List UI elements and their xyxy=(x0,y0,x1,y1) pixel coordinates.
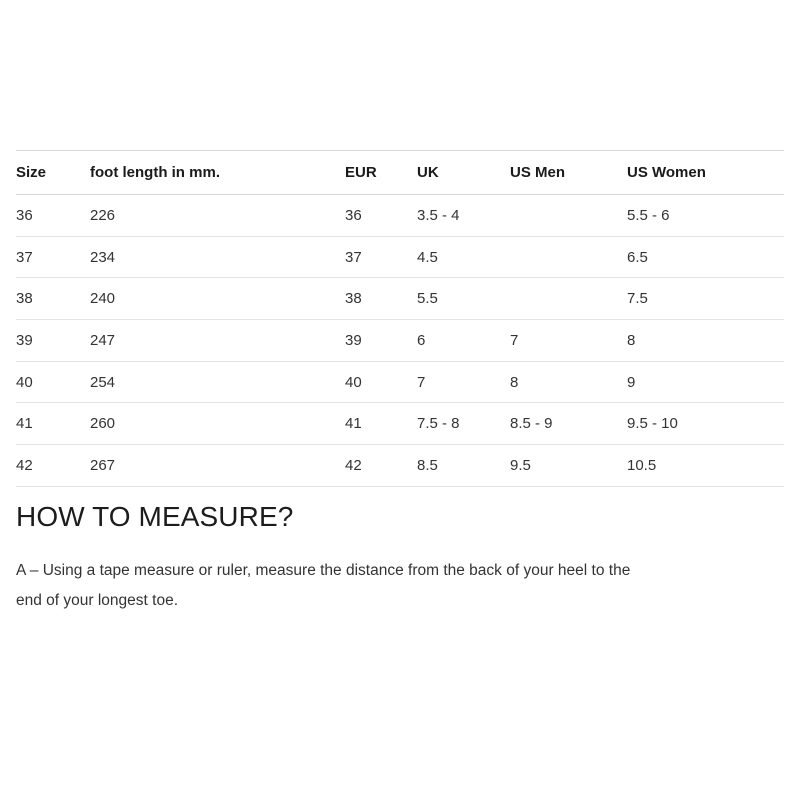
cell-foot-length: 247 xyxy=(90,319,345,362)
cell-size: 39 xyxy=(16,319,90,362)
paragraph-line: end of your longest toe. xyxy=(16,592,179,609)
cell-foot-length: 226 xyxy=(90,194,345,237)
cell-size: 38 xyxy=(16,277,90,321)
cell-size: 40 xyxy=(16,361,90,404)
table-row: 40 254 40 7 8 9 xyxy=(16,361,784,404)
table-row: 39 247 39 6 7 8 xyxy=(16,319,784,362)
cell-eur: 41 xyxy=(345,402,417,446)
table-row: 37 234 37 4.5 6.5 xyxy=(16,236,784,279)
size-chart-table: Size foot length in mm. EUR UK US Men US… xyxy=(16,150,784,487)
cell-us-women: 5.5 - 6 xyxy=(627,194,784,237)
table-header-row: Size foot length in mm. EUR UK US Men US… xyxy=(16,150,784,195)
cell-us-women: 7.5 xyxy=(627,277,784,321)
table-row: 42 267 42 8.5 9.5 10.5 xyxy=(16,444,784,487)
cell-us-men xyxy=(510,236,627,279)
paragraph-line: A – Using a tape measure or ruler, measu… xyxy=(16,562,631,579)
how-to-measure-heading: HOW TO MEASURE? xyxy=(16,501,294,532)
cell-uk: 7.5 - 8 xyxy=(417,402,510,446)
cell-uk: 8.5 xyxy=(417,444,510,487)
cell-us-men: 8 xyxy=(510,361,627,404)
cell-size: 42 xyxy=(16,444,90,487)
cell-uk: 5.5 xyxy=(417,277,510,321)
column-header-us-men: US Men xyxy=(510,150,627,195)
table-row: 41 260 41 7.5 - 8 8.5 - 9 9.5 - 10 xyxy=(16,402,784,446)
cell-foot-length: 234 xyxy=(90,236,345,279)
column-header-foot-length: foot length in mm. xyxy=(90,150,345,195)
cell-size: 36 xyxy=(16,194,90,237)
cell-us-men: 7 xyxy=(510,319,627,362)
cell-uk: 6 xyxy=(417,319,510,362)
cell-foot-length: 240 xyxy=(90,277,345,321)
cell-eur: 38 xyxy=(345,277,417,321)
cell-foot-length: 260 xyxy=(90,402,345,446)
table-row: 36 226 36 3.5 - 4 5.5 - 6 xyxy=(16,194,784,237)
cell-us-men xyxy=(510,277,627,321)
cell-uk: 4.5 xyxy=(417,236,510,279)
how-to-measure-paragraph: A – Using a tape measure or ruler, measu… xyxy=(16,556,794,616)
cell-uk: 3.5 - 4 xyxy=(417,194,510,237)
cell-eur: 37 xyxy=(345,236,417,279)
size-chart-body: 36 226 36 3.5 - 4 5.5 - 6 37 234 37 4.5 … xyxy=(16,194,784,487)
cell-us-women: 10.5 xyxy=(627,444,784,487)
cell-eur: 40 xyxy=(345,361,417,404)
column-header-uk: UK xyxy=(417,150,510,195)
column-header-eur: EUR xyxy=(345,150,417,195)
cell-us-men xyxy=(510,194,627,237)
cell-foot-length: 267 xyxy=(90,444,345,487)
size-chart-container: Size foot length in mm. EUR UK US Men US… xyxy=(16,150,784,487)
table-row: 38 240 38 5.5 7.5 xyxy=(16,277,784,321)
column-header-us-women: US Women xyxy=(627,150,784,195)
cell-eur: 39 xyxy=(345,319,417,362)
cell-uk: 7 xyxy=(417,361,510,404)
size-chart-header: Size foot length in mm. EUR UK US Men US… xyxy=(16,150,784,195)
cell-us-men: 9.5 xyxy=(510,444,627,487)
cell-us-women: 9 xyxy=(627,361,784,404)
cell-size: 41 xyxy=(16,402,90,446)
column-header-size: Size xyxy=(16,150,90,195)
cell-us-women: 8 xyxy=(627,319,784,362)
cell-eur: 42 xyxy=(345,444,417,487)
cell-eur: 36 xyxy=(345,194,417,237)
cell-us-women: 6.5 xyxy=(627,236,784,279)
cell-size: 37 xyxy=(16,236,90,279)
cell-foot-length: 254 xyxy=(90,361,345,404)
cell-us-women: 9.5 - 10 xyxy=(627,402,784,446)
cell-us-men: 8.5 - 9 xyxy=(510,402,627,446)
